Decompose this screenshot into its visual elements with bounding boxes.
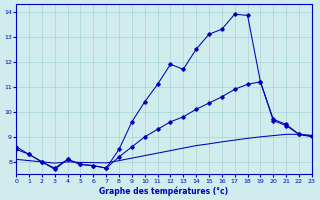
X-axis label: Graphe des températures (°c): Graphe des températures (°c) bbox=[100, 186, 228, 196]
